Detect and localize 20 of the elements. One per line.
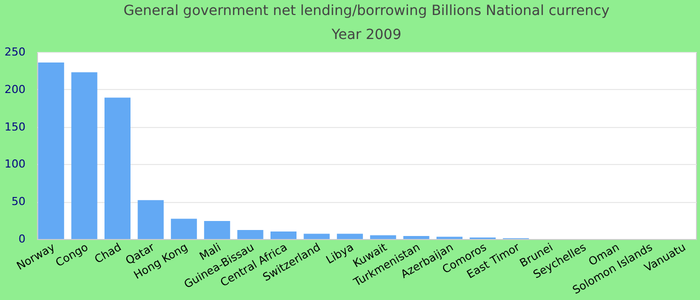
bar [104, 98, 131, 239]
y-tick-label: 150 [4, 120, 26, 134]
y-tick-label: 50 [12, 195, 26, 208]
text: Year 2009 [332, 27, 402, 43]
y-tick-label: 100 [4, 158, 26, 171]
bar [336, 234, 363, 239]
bar [170, 218, 197, 239]
bar [138, 200, 164, 239]
bar [204, 221, 230, 239]
bar [403, 236, 430, 239]
bar [270, 232, 297, 239]
bar [38, 62, 64, 239]
bar [237, 230, 264, 239]
y-tick-label: 0 [18, 232, 26, 246]
bar [71, 72, 98, 239]
text: General government net lending/borrowing Billions National currency [123, 3, 610, 19]
y-tick-label: 250 [4, 46, 26, 58]
y-tick-label: 200 [4, 82, 26, 96]
bar [304, 234, 330, 239]
bar [370, 235, 396, 239]
